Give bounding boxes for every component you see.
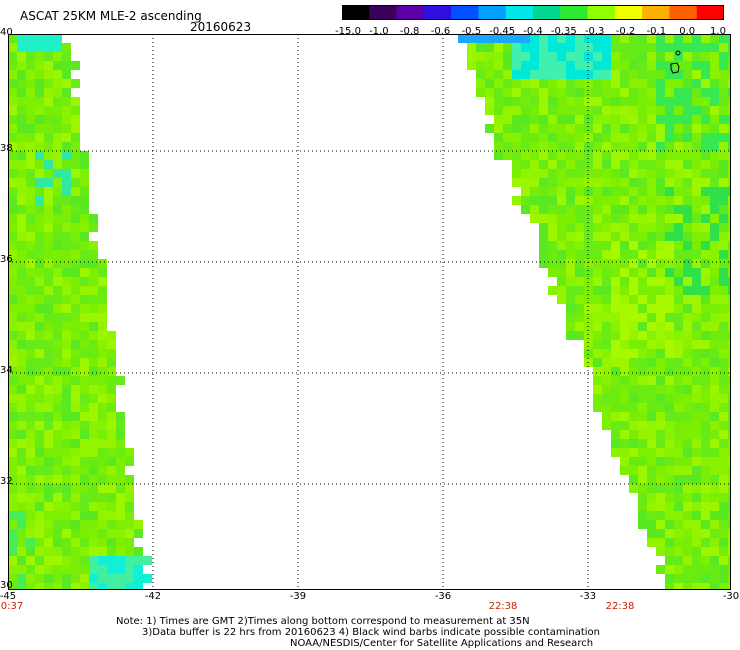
colorbar-label: -0.6: [430, 26, 451, 37]
colorbar-swatch: [505, 5, 534, 20]
colorbar-label: -0.45: [489, 26, 516, 37]
colorbar-label: -0.5: [461, 26, 482, 37]
pass-time: 22:38: [488, 601, 518, 612]
barb-mark: [675, 50, 681, 56]
lat-label: 38: [0, 143, 13, 154]
colorbar-label: -0.1: [646, 26, 667, 37]
colorbar: [342, 5, 724, 20]
lon-label: -30: [722, 591, 740, 602]
colorbar-label: 1.0: [710, 26, 726, 37]
colorbar-swatch: [642, 5, 670, 20]
colorbar-label: -15.0: [335, 26, 361, 37]
lon-label: -36: [434, 591, 452, 602]
colorbar-label: -0.3: [584, 26, 605, 37]
colorbar-label: -1.0: [369, 26, 389, 37]
colorbar-swatch: [451, 5, 479, 20]
product-date: 20160623: [190, 20, 252, 34]
colorbar-label: -0.35: [550, 26, 577, 37]
lat-label: 40: [0, 27, 13, 38]
product-title: ASCAT 25KM MLE-2 ascending: [20, 9, 202, 23]
lon-label: -39: [289, 591, 307, 602]
colorbar-swatch: [614, 5, 643, 20]
colorbar-label: -0.2: [615, 26, 636, 37]
plot-frame: [8, 34, 731, 590]
note-line: Note: 1) Times are GMT 2)Times along bot…: [116, 616, 530, 627]
lat-label: 34: [0, 365, 13, 376]
lat-label: 32: [0, 476, 13, 487]
colorbar-swatch: [669, 5, 698, 20]
colorbar-swatch: [478, 5, 507, 20]
colorbar-swatch: [369, 5, 398, 20]
colorbar-label: 0.0: [679, 26, 696, 37]
colorbar-swatch: [342, 5, 370, 20]
note-line: 3)Data buffer is 22 hrs from 20160623 4)…: [142, 627, 600, 638]
wind-cells: [8, 34, 731, 590]
colorbar-label: -0.4: [523, 26, 543, 37]
contamination-markers: [670, 50, 681, 74]
note-line: NOAA/NESDIS/Center for Satellite Applica…: [290, 638, 594, 649]
colorbar-swatch: [423, 5, 452, 20]
lon-label: -45: [0, 591, 17, 602]
barb-mark: [670, 62, 680, 74]
lat-label: 30: [0, 580, 13, 591]
colorbar-label: -0.8: [399, 26, 420, 37]
lon-label: -42: [144, 591, 162, 602]
pass-time: 0:37: [0, 601, 24, 612]
swath-map: [8, 34, 731, 590]
colorbar-swatch: [396, 5, 425, 20]
colorbar-swatch: [696, 5, 724, 20]
colorbar-swatch: [533, 5, 561, 20]
colorbar-swatch: [560, 5, 589, 20]
lat-lon-grid: [8, 34, 731, 590]
lat-label: 36: [0, 254, 13, 265]
colorbar-swatch: [587, 5, 616, 20]
pass-time: 22:38: [605, 601, 635, 612]
lon-label: -33: [579, 591, 597, 602]
